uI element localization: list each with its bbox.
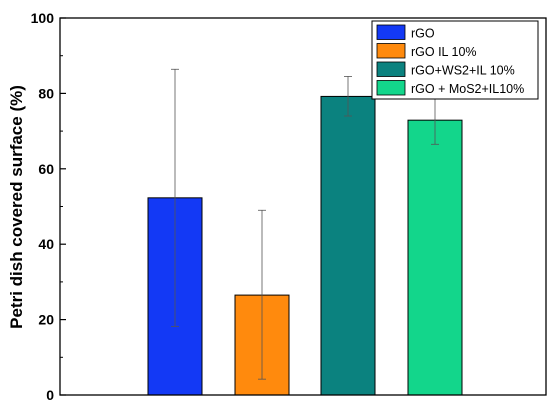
legend: rGO rGO IL 10% rGO+WS2+IL 10% rGO + MoS2+IL… (371, 20, 539, 100)
legend-swatch-3 (376, 61, 406, 77)
legend-label-3: rGO+WS2+IL 10% (411, 64, 515, 78)
legend-swatch-2 (376, 43, 406, 59)
legend-swatch-4 (376, 80, 406, 96)
error-bars (171, 68, 439, 380)
legend-label-4: rGO + MoS2+IL10% (411, 82, 524, 96)
y-tick-label: 20 (38, 312, 54, 328)
legend-label-2: rGO IL 10% (411, 45, 477, 59)
y-tick-label: 40 (38, 236, 54, 252)
bar-4 (407, 119, 463, 396)
y-axis-title: Petri dish covered surface (%) (7, 85, 26, 329)
y-tick-label: 60 (38, 161, 54, 177)
legend-label-1: rGO (411, 27, 435, 41)
y-tick-label: 0 (46, 387, 54, 403)
y-tick-label: 100 (31, 10, 55, 26)
y-ticks: 0 20 40 60 80 100 (31, 10, 66, 403)
bar-3 (320, 95, 376, 396)
bars (147, 95, 463, 396)
y-tick-label: 80 (38, 85, 54, 101)
legend-swatch-1 (376, 24, 406, 40)
